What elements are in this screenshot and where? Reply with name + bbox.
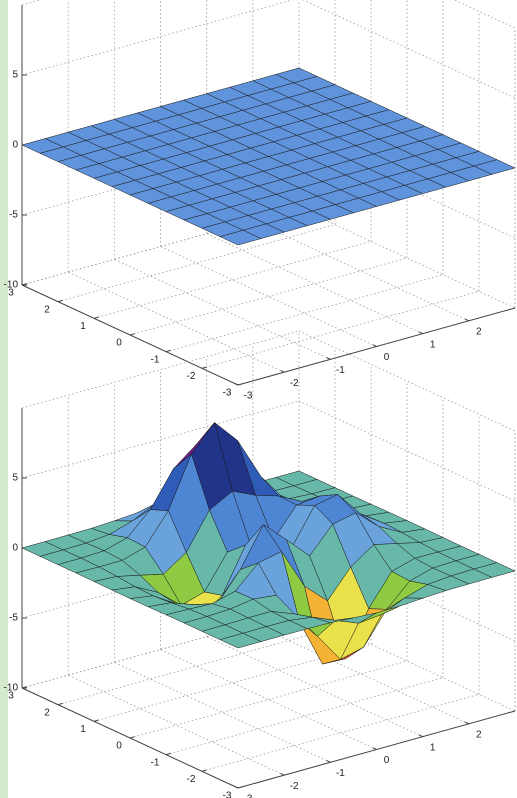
y-tick-label: 3 bbox=[8, 288, 14, 299]
x-tick bbox=[326, 760, 331, 763]
z-tick-label: 0 bbox=[12, 543, 18, 554]
x-tick bbox=[465, 721, 470, 725]
z-tick-label: -10 bbox=[4, 683, 19, 694]
side-strip bbox=[0, 0, 8, 798]
y-tick-label: 0 bbox=[116, 338, 122, 349]
y-tick-label: -1 bbox=[151, 354, 160, 365]
y-tick bbox=[57, 702, 63, 706]
y-tick bbox=[129, 736, 135, 739]
y-tick-label: 1 bbox=[80, 321, 86, 332]
y-tick bbox=[165, 752, 171, 756]
y-tick-label: 2 bbox=[44, 304, 50, 315]
x-tick-label: 1 bbox=[430, 742, 436, 753]
grid-line bbox=[252, 220, 470, 322]
x-tick bbox=[418, 734, 423, 738]
y-tick bbox=[237, 786, 243, 789]
z-tick-label: -10 bbox=[4, 280, 19, 291]
y-tick-label: -3 bbox=[223, 388, 232, 399]
y-tick bbox=[57, 299, 63, 303]
z-tick-label: 5 bbox=[12, 473, 18, 484]
x-tick-label: -3 bbox=[244, 794, 253, 798]
grid-line bbox=[206, 233, 423, 335]
y-tick bbox=[21, 283, 27, 286]
x-tick-label: 0 bbox=[384, 755, 390, 766]
x-tick bbox=[234, 785, 239, 789]
x-tick-label: 2 bbox=[476, 729, 482, 740]
x-tick bbox=[280, 370, 285, 373]
y-tick bbox=[21, 686, 27, 689]
y-tick-label: -2 bbox=[187, 371, 196, 382]
x-tick bbox=[372, 344, 377, 347]
x-tick bbox=[280, 773, 285, 776]
grid-line bbox=[67, 271, 285, 373]
x-tick-label: -2 bbox=[290, 781, 299, 792]
x-tick-label: 2 bbox=[476, 326, 482, 337]
x-tick bbox=[372, 747, 377, 750]
y-tick-label: -2 bbox=[187, 774, 196, 785]
grid-line bbox=[114, 258, 331, 360]
z-tick-label: -5 bbox=[9, 210, 18, 221]
z-tick-label: 0 bbox=[12, 140, 18, 151]
x-tick bbox=[418, 331, 423, 335]
y-tick-label: 3 bbox=[8, 691, 14, 702]
x-tick-label: 1 bbox=[430, 339, 436, 350]
grid-line bbox=[160, 246, 377, 347]
grid-line bbox=[114, 661, 331, 763]
y-tick bbox=[201, 366, 207, 369]
surface-patch bbox=[219, 633, 262, 649]
y-tick-label: 1 bbox=[80, 724, 86, 735]
grid-line bbox=[160, 649, 377, 750]
grid-line bbox=[206, 636, 423, 738]
x-tick bbox=[326, 357, 331, 360]
grid-line bbox=[67, 674, 285, 776]
x-tick-label: -3 bbox=[244, 391, 253, 402]
y-tick bbox=[93, 316, 99, 319]
surface-patch bbox=[219, 230, 262, 246]
y-tick-label: 2 bbox=[44, 707, 50, 718]
x-tick-label: -1 bbox=[336, 365, 345, 376]
x-tick bbox=[234, 382, 239, 386]
y-tick-label: -1 bbox=[151, 757, 160, 768]
x-tick-label: -2 bbox=[290, 378, 299, 389]
y-tick bbox=[165, 349, 171, 353]
y-tick bbox=[237, 383, 243, 386]
x-tick-label: 0 bbox=[384, 352, 390, 363]
y-tick bbox=[93, 719, 99, 722]
y-tick bbox=[129, 333, 135, 336]
z-tick-label: -5 bbox=[9, 613, 18, 624]
y-tick-label: -3 bbox=[223, 791, 232, 798]
z-tick-label: 5 bbox=[12, 70, 18, 81]
x-tick-label: -1 bbox=[336, 768, 345, 779]
y-tick bbox=[201, 769, 207, 772]
x-tick bbox=[465, 318, 470, 322]
y-tick-label: 0 bbox=[116, 741, 122, 752]
